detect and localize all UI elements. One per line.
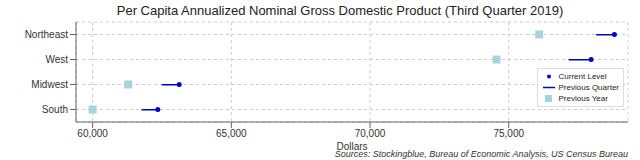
html-text:Sources: Stockingblue, Bureau: Sources: Stockingblue, Bureau of Economi… (334, 149, 628, 159)
svg-text:Northeast: Northeast (25, 29, 69, 40)
svg-text:Midwest: Midwest (31, 79, 68, 90)
svg-text:West: West (45, 54, 68, 65)
html-text:Current Level: Current Level (558, 72, 607, 81)
svg-text:75,000: 75,000 (493, 128, 524, 139)
html-text:Per Capita Annualized Nominal: Per Capita Annualized Nominal Gross Dome… (116, 3, 564, 18)
html-text:Previous Quarter: Previous Quarter (558, 83, 619, 92)
html-text:Previous Year: Previous Year (558, 94, 608, 103)
svg-text:70,000: 70,000 (355, 128, 386, 139)
svg-text:60,000: 60,000 (77, 128, 108, 139)
svg-text:65,000: 65,000 (216, 128, 247, 139)
svg-text:South: South (42, 104, 68, 115)
svg-text:Dollars: Dollars (336, 141, 368, 152)
